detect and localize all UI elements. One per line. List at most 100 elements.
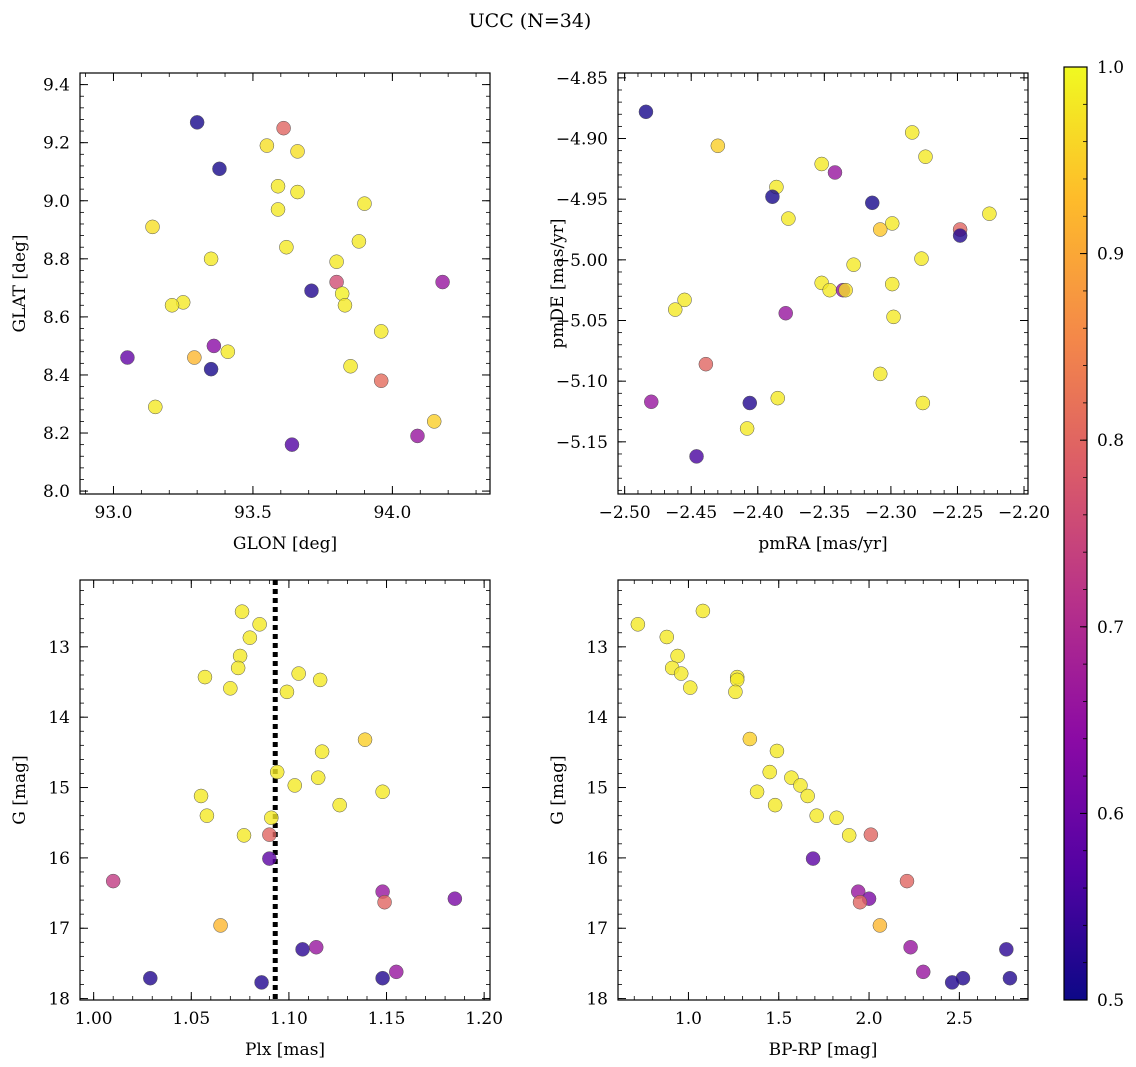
scatter-point [1002, 970, 1018, 986]
scatter-point [689, 449, 704, 464]
scatter-point [236, 828, 252, 843]
x-tick-label: 1.05 [172, 1009, 210, 1029]
scatter-point [375, 784, 390, 800]
colorbar-gradient [1063, 66, 1088, 1001]
axes-frame [79, 72, 491, 495]
y-tick-label: 15 [586, 779, 608, 799]
scatter-point [762, 764, 777, 780]
y-tick-label: 17 [586, 919, 608, 939]
x-tick-label: 1.00 [75, 1009, 113, 1029]
y-tick-label: −5.05 [556, 312, 608, 332]
scatter-point [447, 891, 463, 906]
y-tick-label: 18 [48, 990, 70, 1010]
scatter-point [770, 390, 785, 406]
scatter-point [426, 414, 442, 429]
scatter-point [915, 964, 931, 980]
scatter-point [781, 211, 796, 226]
x-tick-label: −2.50 [599, 503, 651, 523]
scatter-point [872, 366, 888, 382]
colorbar-tick-label: 1.0 [1097, 58, 1124, 78]
scatter-point [269, 764, 285, 780]
y-tick-label: 15 [48, 779, 70, 799]
panel-bprp-g: 1.0 1.5 2.0 2.5 13 14 15 16 17 18 BP-RP [mag] G [ma… [548, 579, 1029, 1060]
scatter-point [677, 292, 692, 308]
scatter-point [164, 298, 180, 313]
panel-pmra-pmde: −2.50 −2.45 −2.40 −2.35 −2.30 −2.25 −2.20 −4.85… [548, 69, 1050, 554]
scatter-point [199, 808, 215, 823]
scatter-point [435, 274, 450, 290]
scatter-point [728, 684, 743, 700]
scatter-point [769, 743, 785, 759]
scatter-point [343, 358, 358, 374]
axes-frame [79, 579, 491, 1001]
scatter-point [886, 309, 901, 325]
x-tick-label: −2.40 [732, 503, 784, 523]
x-tick-label: 2.5 [946, 1009, 973, 1029]
colorbar-tick-label: 0.5 [1097, 991, 1124, 1011]
scatter-point [295, 942, 310, 957]
scatter-point [310, 770, 326, 785]
x-tick-label: −2.20 [998, 503, 1050, 523]
scatter-point [852, 894, 868, 910]
y-tick-label: 9.4 [43, 76, 70, 96]
y-tick-label: 8.8 [43, 250, 70, 270]
figure-title: UCC (N=34) [469, 10, 592, 32]
scatter-point [242, 630, 258, 645]
scatter-point [252, 617, 267, 632]
colorbar-tick-label: 0.7 [1097, 618, 1124, 638]
scatter-point [846, 257, 861, 272]
y-axis-label: G [mag] [10, 755, 30, 824]
scatter-point [230, 660, 246, 676]
x-tick-label: −2.45 [665, 503, 717, 523]
scatter-point [742, 395, 758, 411]
scatter-point [729, 672, 745, 688]
scatter-point [232, 648, 248, 664]
scatter-point [337, 298, 353, 313]
y-tick-label: −4.85 [556, 69, 608, 89]
scatter-point [290, 144, 305, 159]
scatter-point [357, 196, 372, 211]
scatter-point [375, 970, 390, 986]
scatter-point [270, 202, 286, 217]
scatter-point [800, 788, 815, 804]
scatter-point [749, 784, 765, 800]
scatter-point [667, 302, 683, 317]
y-axis-label: pmDE [mas/yr] [548, 218, 568, 348]
scatter-point [120, 350, 135, 365]
panel-glon-glat: 93.0 93.5 94.0 8.0 8.2 8.4 8.6 8.8 9.0 9.2 9.4 GLON… [10, 72, 491, 554]
x-tick-label: 2.0 [856, 1009, 883, 1029]
scatter-point [105, 873, 121, 889]
y-tick-label: 16 [48, 849, 70, 869]
x-tick-label: 1.20 [465, 1009, 503, 1029]
scatter-point [644, 394, 659, 410]
scatter-point [778, 305, 793, 321]
y-tick-label: 8.0 [43, 482, 70, 502]
x-tick-label: 1.15 [368, 1009, 406, 1029]
scatter-point [841, 828, 857, 843]
x-tick-label: 1.5 [765, 1009, 792, 1029]
scatter-point [673, 666, 689, 681]
scatter-point [638, 104, 654, 120]
panel-plx-g: 1.00 1.05 1.10 1.15 1.20 13 14 15 16 17 18 Plx [mas… [10, 579, 503, 1060]
scatter-point [213, 918, 228, 933]
scatter-point [373, 373, 389, 389]
scatter-point [952, 228, 968, 243]
colorbar-tick-label: 0.6 [1097, 804, 1124, 824]
x-tick-label: 1.10 [270, 1009, 308, 1029]
scatter-point [203, 251, 219, 267]
y-axis-label: GLAT [deg] [10, 234, 30, 332]
scatter-point [838, 282, 853, 298]
y-tick-label: 14 [48, 708, 70, 728]
x-tick-label: −2.35 [798, 503, 850, 523]
scatter-point [197, 669, 213, 685]
scatter-point [899, 873, 915, 889]
x-tick-label: −2.25 [931, 503, 983, 523]
scatter-point [189, 115, 205, 130]
scatter-point [410, 428, 425, 444]
x-axis-label: Plx [mas] [245, 1040, 325, 1060]
scatter-point [982, 206, 997, 221]
y-tick-label: 9.0 [43, 192, 70, 212]
axes-frame [617, 579, 1029, 1001]
colorbar-tick-label: 0.9 [1097, 245, 1124, 265]
